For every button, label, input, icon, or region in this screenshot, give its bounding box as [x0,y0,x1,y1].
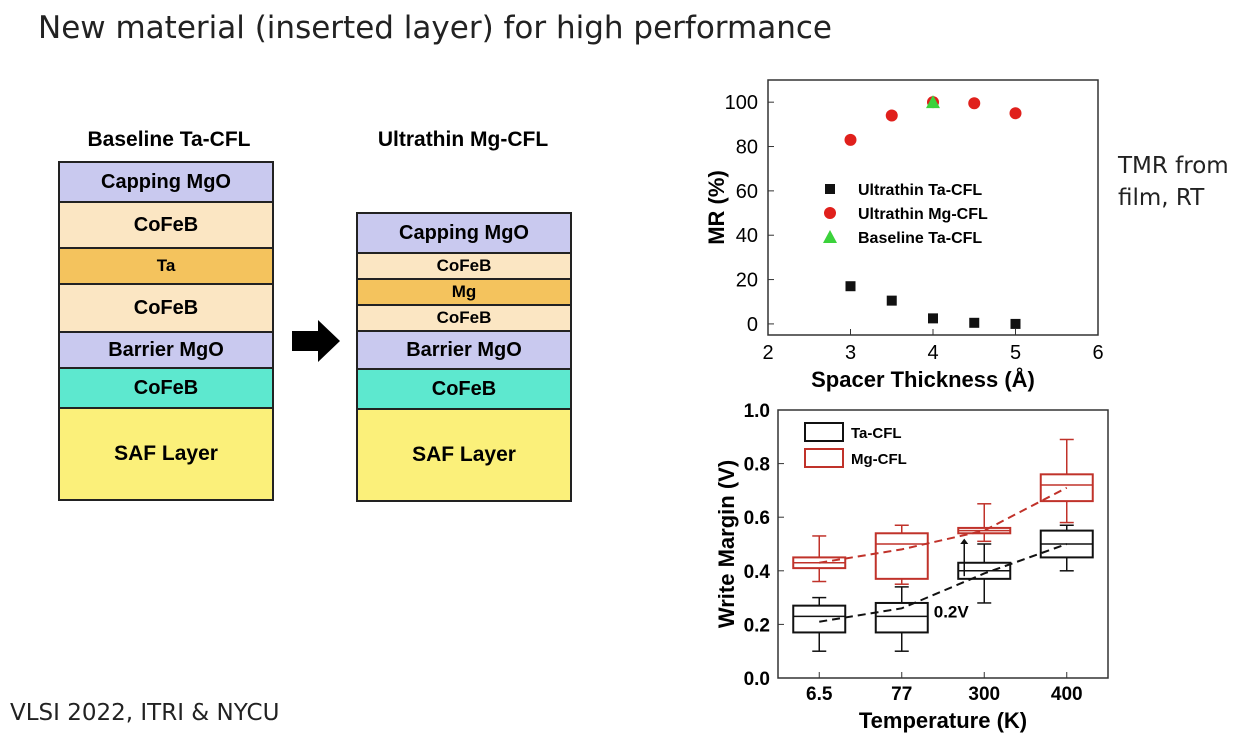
box [1039,473,1094,503]
difference-arrowhead [960,538,969,544]
tmr-note-line1: TMR from [1118,153,1229,179]
layer-barrier-mgo: Barrier MgO [58,333,274,369]
y-axis-label: Write Margin (V) [714,460,739,628]
data-point [825,184,835,194]
data-point [928,313,938,324]
footer-citation: VLSI 2022, ITRI & NYCU [10,700,280,726]
layer-cofeb-bottom: CoFeB [356,370,572,410]
slide-title: New material (inserted layer) for high p… [38,10,832,46]
y-tick-label: 1.0 [744,401,770,422]
y-tick-label: 0.4 [744,562,771,583]
x-tick-label: 4 [927,342,938,364]
x-tick-label: 77 [891,684,912,705]
stack-title-ultrathin: Ultrathin Mg-CFL [377,128,549,151]
box [874,601,929,634]
layer-cofeb-bottom: CoFeB [58,369,274,409]
x-axis-label: Spacer Thickness (Å) [811,366,1035,392]
data-point [969,317,980,328]
box [874,532,929,580]
stack-title-baseline: Baseline Ta-CFL [87,128,251,151]
layer-stack-baseline: Capping MgO CoFeB Ta CoFeB Barrier MgO C… [58,161,274,501]
legend-swatch [804,422,844,442]
right-arrow-icon [292,320,340,362]
x-tick-label: 6.5 [806,684,833,705]
layer-capping-mgo: Capping MgO [356,212,572,254]
layer-capping-mgo: Capping MgO [58,161,274,203]
layer-ta-insert: Ta [58,249,274,285]
layer-saf: SAF Layer [356,410,572,502]
y-tick-label: 100 [725,92,758,114]
data-point [886,295,897,306]
y-tick-label: 0.8 [744,455,770,476]
data-point [926,95,940,109]
trend-line [819,543,1068,623]
x-tick-label: 400 [1051,684,1083,705]
y-tick-label: 0.0 [744,669,770,690]
data-point [885,109,898,122]
tmr-note: TMR from film, RT [1118,150,1229,214]
layer-cofeb-middle: CoFeB [356,306,572,332]
x-tick-label: 6 [1092,342,1103,364]
y-tick-label: 20 [736,270,758,292]
data-point [845,281,856,292]
data-point [844,133,857,146]
layer-cofeb-top: CoFeB [356,254,572,280]
legend-label: Ultrathin Ta-CFL [858,182,982,199]
layer-stack-ultrathin: Capping MgO CoFeB Mg CoFeB Barrier MgO C… [356,212,572,502]
data-point [1009,107,1022,120]
x-tick-label: 2 [762,342,773,364]
tmr-note-line2: film, RT [1118,185,1205,211]
write-margin-chart: 0.0 0.2 0.4 0.6 0.8 1.0 6.5 77 300 400 Temperature… [714,401,1109,733]
layer-cofeb-middle: CoFeB [58,285,274,333]
legend-label: Mg-CFL [851,451,907,468]
legend-label: Baseline Ta-CFL [858,230,982,247]
y-tick-label: 0.2 [744,615,770,636]
legend-label: Ta-CFL [851,425,902,442]
legend-label: Ultrathin Mg-CFL [858,206,988,223]
layer-saf: SAF Layer [58,409,274,501]
y-tick-label: 60 [736,181,758,203]
data-point [968,97,981,110]
x-tick-label: 3 [845,342,856,364]
data-point [823,230,837,243]
layer-barrier-mgo: Barrier MgO [356,332,572,370]
x-tick-label: 300 [968,684,1000,705]
y-tick-label: 40 [736,225,758,247]
y-axis-label: MR (%) [704,170,729,245]
data-point [1010,318,1021,329]
x-axis-label: Temperature (K) [859,708,1027,733]
layer-cofeb-top: CoFeB [58,203,274,249]
legend-swatch [804,448,844,468]
annotation-label: 0.2V [934,603,970,622]
box [792,604,847,634]
plot-frame [777,409,1109,679]
y-tick-label: 0.6 [744,508,770,529]
layer-mg-insert: Mg [356,280,572,306]
y-tick-label: 80 [736,137,758,159]
x-tick-label: 5 [1010,342,1021,364]
trend-line [819,486,1068,564]
y-tick-label: 0 [747,314,758,336]
data-point [824,207,836,219]
